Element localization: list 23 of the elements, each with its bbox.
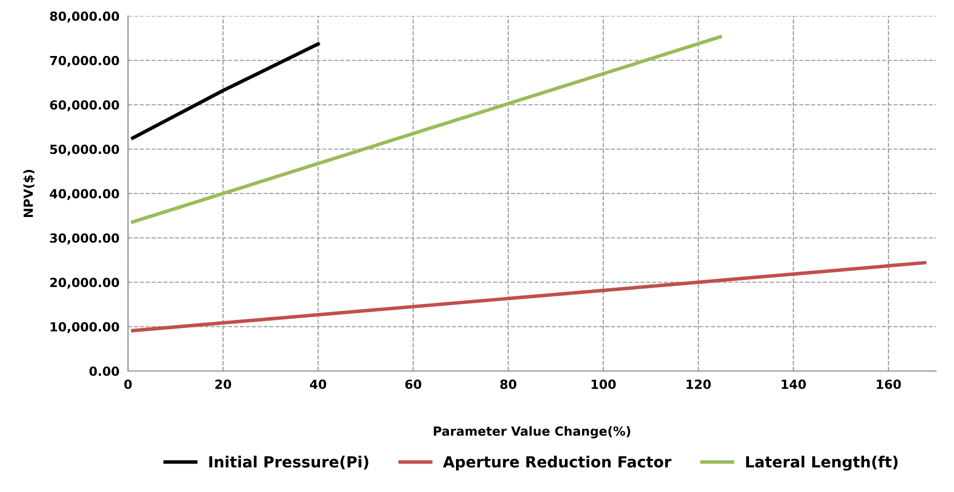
x-tick-label: 80 xyxy=(500,380,516,390)
x-tick-label: 60 xyxy=(405,380,422,390)
legend-label: Aperture Reduction Factor xyxy=(442,456,672,471)
y-tick-label: 60,000.00 xyxy=(50,100,120,112)
y-tick-label: 50,000.00 xyxy=(50,144,120,156)
y-axis-title: NPV($) xyxy=(23,170,35,218)
y-tick-label: 20,000.00 xyxy=(50,278,120,289)
y-tick-label: 80,000.00 xyxy=(50,11,120,23)
x-tick-label: 40 xyxy=(310,380,326,390)
y-tick-label: 30,000.00 xyxy=(50,233,120,244)
x-tick-label: 0 xyxy=(124,380,132,390)
x-tick-label: 100 xyxy=(592,380,616,390)
x-tick-label: 120 xyxy=(686,380,711,390)
legend-label: Lateral Length(ft) xyxy=(746,456,898,471)
x-tick-label: 160 xyxy=(876,380,901,390)
x-tick-label: 20 xyxy=(215,380,232,390)
y-tick-label: 70,000.00 xyxy=(50,56,120,67)
y-tick-label: 40,000.00 xyxy=(50,188,120,200)
x-axis-title: Parameter Value Change(%) xyxy=(434,426,630,438)
y-tick-label: 0.00 xyxy=(89,366,120,376)
legend-label: Initial Pressure(Pi) xyxy=(209,456,368,470)
x-tick-label: 140 xyxy=(782,380,806,390)
y-tick-label: 10,000.00 xyxy=(50,322,120,334)
